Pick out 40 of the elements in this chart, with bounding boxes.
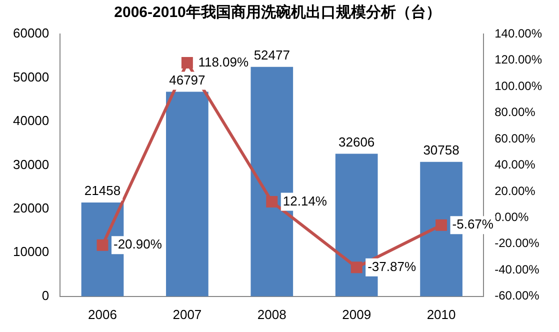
- y-tick-label: 30000: [12, 156, 50, 172]
- point: [96, 239, 108, 251]
- x-tick-label: 2008: [257, 306, 286, 322]
- y-tick-label: 20000: [12, 200, 50, 216]
- y2-tick-label: -20.00%: [494, 236, 540, 250]
- data-label: 46797: [169, 72, 206, 88]
- y2-tick-label: -40.00%: [494, 262, 540, 276]
- data-label: 30758: [423, 142, 460, 158]
- y2-tick-label: -60.00%: [494, 288, 540, 303]
- data-label: 52477: [254, 47, 290, 62]
- x-tick-label: 2006: [88, 306, 117, 322]
- x-tick-label: 2007: [172, 306, 202, 322]
- y2-tick-label: 100.00%: [494, 78, 542, 93]
- chart-title: 2006-2010年我国商用洗碗机出口规模分析（台）: [114, 3, 441, 22]
- x-tick-label: 2009: [342, 306, 372, 322]
- data-label: 12.14%: [282, 193, 328, 208]
- data-label: 118.09%: [198, 54, 249, 70]
- data-label: -37.87%: [368, 258, 416, 274]
- point: [266, 196, 278, 208]
- y2-tick-label: 80.00%: [494, 105, 536, 120]
- y2-tick-label: 20.00%: [494, 184, 536, 198]
- data-label: 32606: [338, 134, 375, 150]
- bar: [166, 92, 208, 296]
- y2-tick-label: 0.00%: [494, 210, 529, 224]
- point: [350, 262, 362, 274]
- y2-tick-label: 60.00%: [494, 131, 536, 146]
- data-label: 21458: [84, 183, 121, 198]
- y-tick-label: 40000: [12, 113, 50, 128]
- y-tick-label: 50000: [12, 69, 50, 84]
- data-label: -5.67%: [452, 216, 494, 232]
- data-label: -20.90%: [114, 236, 162, 252]
- y-tick-label: 60000: [12, 26, 50, 41]
- y2-tick-label: 140.00%: [494, 26, 542, 40]
- point: [181, 57, 193, 68]
- y2-tick-label: 40.00%: [494, 158, 536, 172]
- point: [436, 219, 448, 231]
- y-tick-label: 10000: [12, 244, 50, 260]
- x-tick-label: 2010: [426, 306, 456, 322]
- y2-tick-label: 120.00%: [494, 52, 542, 67]
- y-tick-label: 0: [42, 288, 50, 303]
